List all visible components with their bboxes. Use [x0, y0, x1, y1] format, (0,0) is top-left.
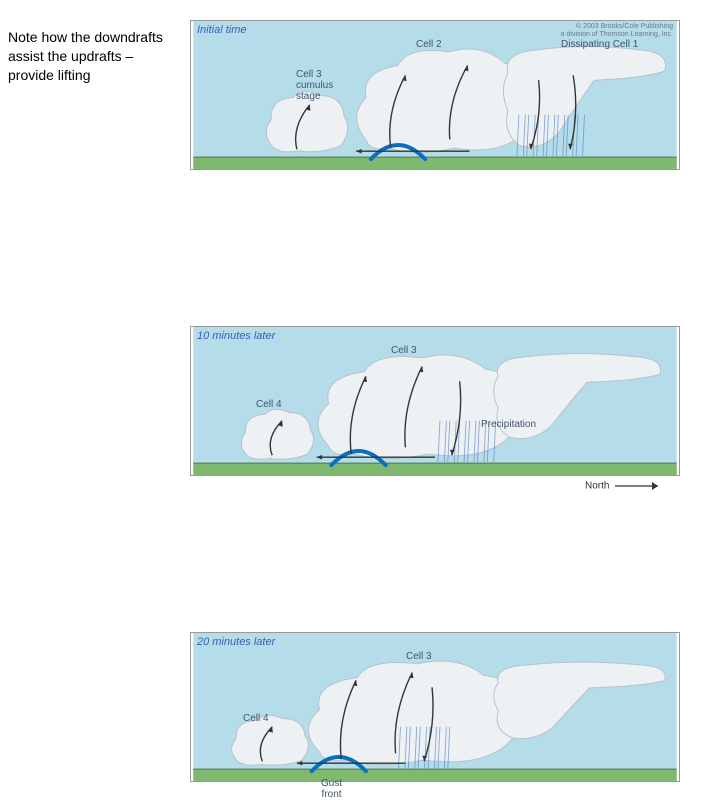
- cell-label: Cell 4: [256, 399, 282, 410]
- cell-label: Cell 3 cumulus stage: [296, 69, 333, 102]
- bottom-label: Gust front: [321, 778, 342, 800]
- precip-label: Precipitation: [481, 419, 536, 430]
- north-label: North: [585, 481, 609, 492]
- copyright-text: © 2003 Brooks/Cole Publishing a division…: [561, 23, 673, 40]
- cell-label: Dissipating Cell 1: [561, 39, 638, 50]
- time-label: Initial time: [197, 24, 247, 36]
- cell-label: Cell 3: [391, 345, 417, 356]
- north-indicator: North: [585, 480, 668, 492]
- panel-0: Initial time © 2003 Brooks/Cole Publishin…: [190, 20, 680, 170]
- cell-label: Cell 2: [416, 39, 442, 50]
- panel-2: 20 minutes laterCell 3Cell 4Gust front: [190, 632, 680, 782]
- time-label: 10 minutes later: [197, 330, 275, 342]
- cell-label: Cell 4: [243, 713, 269, 724]
- panel-1: 10 minutes later Cell 3 Cell 4 Precipitatio…: [190, 326, 680, 476]
- cell-label: Cell 3: [406, 651, 432, 662]
- diagram-container: Initial time © 2003 Brooks/Cole Publishin…: [190, 20, 680, 530]
- time-label: 20 minutes later: [197, 636, 275, 648]
- note-text: Note how the downdrafts assist the updra…: [8, 28, 178, 85]
